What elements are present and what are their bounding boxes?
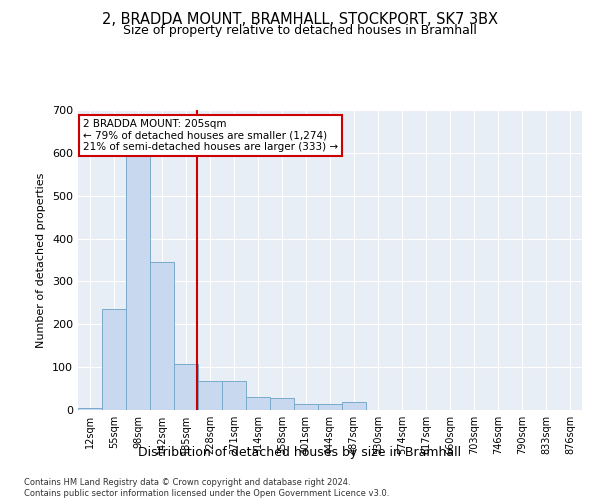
Text: 2, BRADDA MOUNT, BRAMHALL, STOCKPORT, SK7 3BX: 2, BRADDA MOUNT, BRAMHALL, STOCKPORT, SK… — [102, 12, 498, 28]
Text: Distribution of detached houses by size in Bramhall: Distribution of detached houses by size … — [139, 446, 461, 459]
Bar — [246, 397, 270, 410]
Y-axis label: Number of detached properties: Number of detached properties — [37, 172, 46, 348]
Bar — [342, 402, 366, 410]
Bar — [198, 381, 222, 410]
Bar — [318, 404, 342, 410]
Bar — [78, 408, 102, 410]
Bar — [174, 364, 198, 410]
Text: Contains HM Land Registry data © Crown copyright and database right 2024.
Contai: Contains HM Land Registry data © Crown c… — [24, 478, 389, 498]
Bar — [270, 398, 294, 410]
Text: 2 BRADDA MOUNT: 205sqm
← 79% of detached houses are smaller (1,274)
21% of semi-: 2 BRADDA MOUNT: 205sqm ← 79% of detached… — [83, 119, 338, 152]
Bar — [294, 404, 318, 410]
Bar — [126, 140, 150, 410]
Bar — [222, 381, 246, 410]
Bar — [102, 310, 126, 410]
Text: Size of property relative to detached houses in Bramhall: Size of property relative to detached ho… — [123, 24, 477, 37]
Bar — [150, 262, 174, 410]
